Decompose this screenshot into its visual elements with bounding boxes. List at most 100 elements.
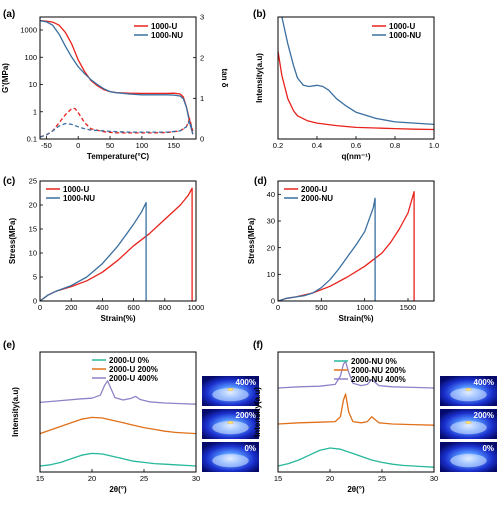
y-tick-label: 20: [29, 201, 37, 210]
y-tick-label: 1: [33, 107, 37, 116]
x-tick-label: 1.0: [429, 141, 439, 150]
xrd-halo: [450, 421, 487, 435]
series-line-f-0: [278, 447, 434, 468]
x-axis-label: Strain(%): [100, 314, 135, 323]
panel-label: (d): [254, 176, 267, 187]
xrd-inset-image: 400%: [202, 376, 259, 406]
y-tick-label: 10: [29, 80, 37, 89]
xrd-inset-image: 0%: [202, 442, 259, 472]
y-axis-label: G'(MPa): [1, 63, 10, 93]
legend-label: 2000-NU 200%: [351, 366, 406, 375]
x-tick-label: 0.8: [390, 141, 400, 150]
inset-label: 400%: [236, 378, 256, 387]
series-line-a-3: [40, 120, 194, 138]
legend-label: 1000-U: [389, 22, 415, 31]
legend-label: 2000-U 400%: [109, 374, 158, 383]
y-tick-label: 30: [267, 217, 275, 226]
panel-f: 15 20 25 30 2θ(°) Intensity(a.u) (f) 2000-NU 0%…: [253, 340, 497, 494]
axes-frame: [277, 180, 435, 302]
series-group: [278, 360, 434, 468]
xrd-inset-image: 0%: [440, 442, 497, 472]
y2-tick-label: 0: [200, 135, 204, 144]
x-tick-label: 25: [140, 474, 148, 483]
y-tick-label: 10: [267, 270, 275, 279]
series-group: [40, 20, 194, 138]
series-line-d-1: [278, 197, 376, 301]
y-tick-label: 0.1: [27, 135, 37, 144]
series-line-f-2: [278, 360, 434, 389]
series-line-a-2: [40, 107, 194, 138]
series-line-d-0: [278, 191, 415, 301]
axes-frame: [39, 16, 197, 140]
x-tick-label: 0: [76, 141, 80, 150]
xrd-halo: [450, 454, 487, 468]
xrd-reflection-spot: [465, 420, 472, 425]
x-tick-label: 500: [315, 303, 328, 312]
y2-tick-label: 2: [200, 53, 204, 62]
panel-label: (b): [253, 9, 266, 20]
panel-c: 0 200 400 600 800 1000 0 5 10 15 20 25 Strain(%) Stre…: [3, 176, 204, 323]
y-tick-label: 0: [271, 297, 275, 306]
y-tick-label: 25: [29, 177, 37, 186]
legend-label: 1000-NU: [63, 194, 95, 203]
panel-a: -50 0 50 100 150 0.1 1 10 100 1000 0 1 2 3 Temperature…: [1, 9, 229, 161]
panel-label: (a): [3, 9, 15, 20]
series-group: [278, 191, 415, 301]
y-tick-label: 5: [33, 273, 37, 282]
series-line-e-2: [40, 380, 196, 405]
panel-d: 0 500 1000 1500 0 10 20 30 40 Strain(%) Stress(MPa…: [247, 176, 435, 323]
x-tick-label: 30: [430, 474, 438, 483]
x-tick-label: 400: [96, 303, 109, 312]
legend-label: 1000-U: [63, 185, 89, 194]
x-tick-label: 0.6: [351, 141, 361, 150]
y-tick-label: 20: [267, 243, 275, 252]
x-tick-label: 0: [38, 303, 42, 312]
x-tick-label: 100: [136, 141, 149, 150]
x-tick-label: 25: [378, 474, 386, 483]
legend-label: 2000-U: [301, 185, 327, 194]
xrd-reflection-spot: [227, 387, 234, 392]
panel-label: (c): [3, 176, 15, 187]
x-tick-label: 1000: [356, 303, 373, 312]
series-line-c-0: [40, 187, 193, 301]
legend-label: 2000-U 0%: [109, 356, 149, 365]
y-tick-label: 100: [24, 53, 37, 62]
series-group: [40, 187, 193, 301]
x-tick-label: -50: [41, 141, 52, 150]
x-tick-label: 50: [106, 141, 114, 150]
y2-tick-label: 1: [200, 94, 204, 103]
x-tick-label: 1000: [188, 303, 205, 312]
x-tick-label: 20: [326, 474, 334, 483]
series-line-b-0: [278, 51, 434, 131]
y-axis-label: Stress(MPa): [247, 218, 256, 265]
legend-label: 1000-NU: [151, 31, 183, 40]
x-tick-label: 0: [276, 303, 280, 312]
xrd-reflection-spot: [227, 420, 234, 425]
x-axis-label: Strain(%): [338, 314, 373, 323]
xrd-inset-image: 400%: [440, 376, 497, 406]
x-tick-label: 800: [159, 303, 172, 312]
inset-label: 0%: [244, 444, 256, 453]
series-line-e-0: [40, 452, 196, 467]
y-tick-label: 1000: [20, 26, 37, 35]
y2-axis-label: tan δ: [220, 68, 229, 87]
inset-label: 400%: [474, 378, 494, 387]
y-axis-label: Intensity(a.u): [253, 387, 262, 437]
x-tick-label: 15: [274, 474, 282, 483]
xrd-halo: [450, 388, 487, 402]
series-line-c-1: [40, 201, 147, 301]
x-axis-label: Temperature(°C): [87, 152, 150, 161]
axes-frame: [39, 180, 197, 302]
legend-label: 1000-NU: [389, 31, 421, 40]
series-line-a-1: [40, 20, 194, 135]
xrd-halo: [212, 388, 249, 402]
x-tick-label: 600: [127, 303, 140, 312]
series-line-f-1: [278, 393, 434, 426]
x-axis-label: 2θ(°): [347, 485, 365, 494]
y2-tick-label: 3: [200, 13, 204, 22]
y-axis-label: Intensity(a.u): [11, 387, 20, 437]
xrd-inset-image: 200%: [440, 409, 497, 439]
y-tick-label: 40: [267, 190, 275, 199]
